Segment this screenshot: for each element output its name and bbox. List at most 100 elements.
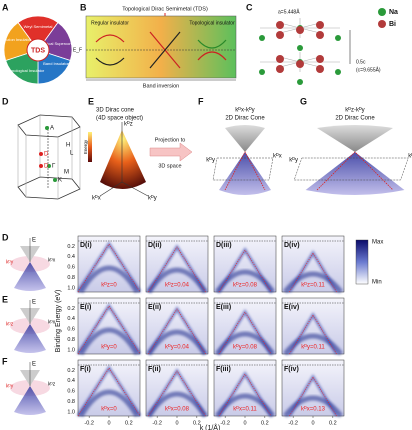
- na-atom: [335, 69, 341, 75]
- k-point: [45, 126, 49, 130]
- cone-axis-label: kᴰx: [48, 257, 56, 263]
- segment-label: Weyl Semimetal: [24, 24, 53, 29]
- na-atom: [335, 35, 341, 41]
- x-tick-label: 0.2: [261, 420, 269, 426]
- bi-atom: [316, 21, 324, 29]
- x-tick-label: 0.2: [329, 420, 337, 426]
- colorbar-label: Max: [372, 240, 383, 246]
- fermi-label: E_F: [73, 47, 82, 53]
- panel-label: E: [2, 294, 8, 304]
- y-tick-label: 0.2: [67, 368, 75, 374]
- cone-axis-label: kᴰz: [6, 321, 14, 327]
- cone-axis-label: E: [32, 300, 36, 306]
- legend-marker: [378, 20, 386, 28]
- y-tick-label: 1.0: [67, 285, 75, 291]
- panel-subtitle: (4D space object): [96, 116, 143, 122]
- bi-atom: [276, 65, 284, 73]
- energy-label: Energy: [83, 139, 88, 154]
- y-tick-label: 0.6: [67, 265, 75, 271]
- energy-bar: [88, 132, 92, 162]
- panel-label: F: [198, 96, 204, 106]
- segment-label: Band Insulator: [43, 61, 69, 66]
- cut-label: kᴰy=0.08: [233, 344, 258, 351]
- panel-label: F(ii): [148, 366, 161, 373]
- region-label: Regular insulator: [91, 20, 129, 26]
- panel-label: B: [80, 2, 87, 12]
- cone-axis-label: kᴰy: [6, 383, 14, 389]
- dirac-cone: [100, 130, 146, 189]
- y-tick-label: 0.8: [67, 275, 75, 281]
- k-point-label: D: [44, 152, 49, 158]
- k-point: [39, 164, 43, 168]
- cut-label: kᴰy=0: [101, 344, 117, 351]
- x-tick-label: 0.2: [125, 420, 133, 426]
- k-point-label: L: [70, 151, 74, 157]
- lower-cone: [219, 152, 271, 195]
- y-tick-label: 0.6: [67, 389, 75, 395]
- cut-label: kᴰz=0.11: [301, 282, 325, 289]
- legend-label: Na: [389, 9, 398, 16]
- panel-label: F(iii): [216, 366, 231, 373]
- panel-label: A: [2, 2, 9, 12]
- y-tick-label: 0.8: [67, 399, 75, 405]
- y-tick-label: 0.2: [67, 244, 75, 250]
- panel-label: F(i): [80, 366, 91, 373]
- panel-label: D: [2, 232, 9, 242]
- x-tick-label: 0: [243, 420, 246, 426]
- k-point-label: M: [64, 170, 69, 176]
- panel-title: kᴰx-kᴰy: [235, 107, 254, 114]
- panel-label: E(ii): [148, 304, 161, 311]
- arrow-label: 3D space: [158, 163, 181, 169]
- na-atom: [259, 35, 265, 41]
- y-tick-label: 0.8: [67, 337, 75, 343]
- panel-label: D(i): [80, 242, 92, 249]
- y-tick-label: 0.6: [67, 327, 75, 333]
- axis-label: kᴰx: [273, 153, 282, 160]
- k-point-label: K: [58, 178, 62, 184]
- panel-label: D(iii): [216, 242, 232, 249]
- y-tick-label: 1.0: [67, 347, 75, 353]
- k-point: [39, 152, 43, 156]
- projection-arrow: [150, 143, 192, 161]
- x-tick-label: -0.2: [220, 420, 229, 426]
- center-label: TDS: [31, 47, 45, 54]
- panel-label: E(iii): [216, 304, 231, 311]
- cut-label: kᴰx=0.13: [301, 406, 326, 413]
- panel-label: F: [2, 356, 8, 366]
- k-point-label: H: [66, 143, 70, 149]
- axis-label: kᴰz: [124, 121, 133, 128]
- bi-atom: [276, 55, 284, 63]
- na-atom: [259, 69, 265, 75]
- x-tick-label: 0: [311, 420, 314, 426]
- figure: AWeyl SemimetalTopological Superconducto…: [0, 0, 412, 430]
- panel-subtitle: 2D Dirac Cone: [225, 116, 265, 122]
- colorbar: [356, 240, 368, 284]
- colorbar-label: Min: [372, 280, 382, 286]
- axis-label: Band inversion: [143, 83, 179, 89]
- k-point: [53, 178, 57, 182]
- cone-axis-label: kᴰz: [48, 381, 56, 387]
- bi-atom: [296, 26, 304, 34]
- bi-atom: [296, 60, 304, 68]
- panel-label: C: [246, 2, 253, 12]
- axis-label: kᴰy: [206, 157, 215, 164]
- upper-cone: [225, 125, 265, 152]
- legend-label: Bi: [389, 21, 396, 28]
- panel-label: D(ii): [148, 242, 162, 249]
- axis-label: kᴰz: [408, 153, 412, 160]
- bi-atom: [316, 65, 324, 73]
- na-atom: [297, 45, 303, 51]
- bz-face: [18, 115, 80, 137]
- panel-label: E: [88, 96, 94, 106]
- y-tick-label: 0.4: [67, 254, 75, 260]
- y-tick-label: 0.2: [67, 306, 75, 312]
- y-tick-label: 0.4: [67, 316, 75, 322]
- cut-label: kᴰz=0.04: [165, 282, 190, 289]
- panel-label: D: [2, 96, 9, 106]
- cut-label: kᴰy=0.04: [165, 344, 190, 351]
- panel-title: kᴰz-kᴰy: [345, 107, 364, 114]
- axis-label: kᴰy: [148, 195, 157, 202]
- bi-atom: [276, 31, 284, 39]
- panel-subtitle: 2D Dirac Cone: [335, 116, 375, 122]
- axis-label: kᴰx: [92, 195, 101, 202]
